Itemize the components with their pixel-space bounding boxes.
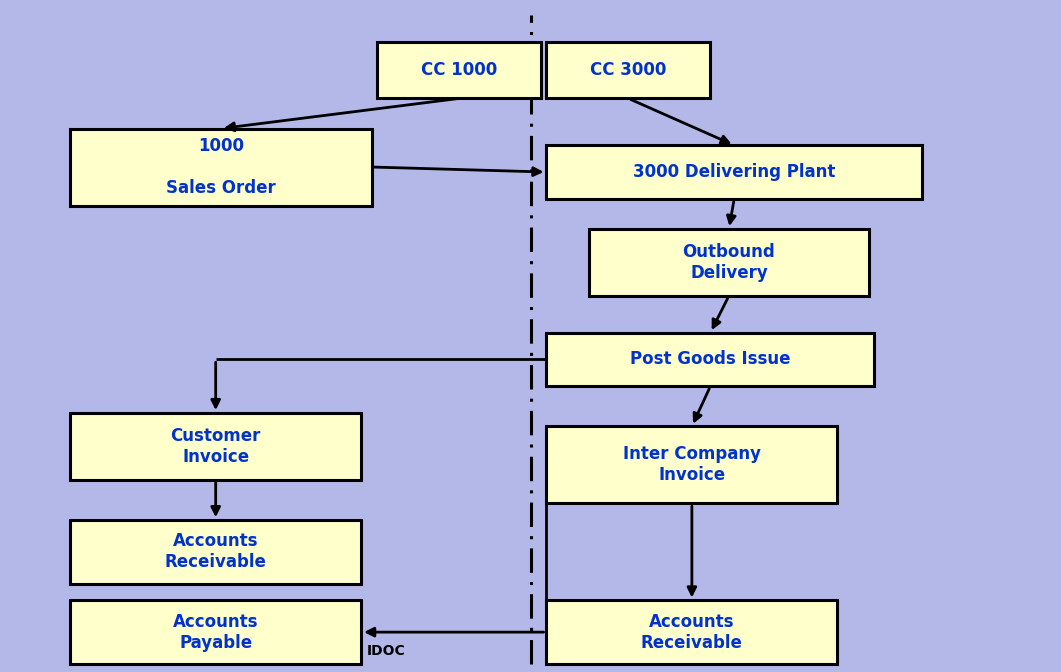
Text: CC 1000: CC 1000 <box>421 61 498 79</box>
FancyBboxPatch shape <box>546 333 874 386</box>
Text: 1000

Sales Order: 1000 Sales Order <box>167 137 276 197</box>
Text: IDOC: IDOC <box>366 644 405 658</box>
FancyBboxPatch shape <box>377 42 541 98</box>
FancyBboxPatch shape <box>546 426 837 503</box>
FancyBboxPatch shape <box>546 145 922 199</box>
Text: Inter Company
Invoice: Inter Company Invoice <box>623 446 761 485</box>
Text: Accounts
Receivable: Accounts Receivable <box>164 532 266 571</box>
FancyBboxPatch shape <box>70 520 361 583</box>
Text: Post Goods Issue: Post Goods Issue <box>630 350 790 368</box>
Text: Customer
Invoice: Customer Invoice <box>171 427 261 466</box>
FancyBboxPatch shape <box>589 229 869 296</box>
FancyBboxPatch shape <box>70 600 361 664</box>
FancyBboxPatch shape <box>546 42 711 98</box>
Text: CC 3000: CC 3000 <box>590 61 666 79</box>
Text: Outbound
Delivery: Outbound Delivery <box>682 243 776 282</box>
Text: Accounts
Receivable: Accounts Receivable <box>641 613 743 652</box>
FancyBboxPatch shape <box>70 128 371 206</box>
FancyBboxPatch shape <box>70 413 361 480</box>
Text: Accounts
Payable: Accounts Payable <box>173 613 259 652</box>
FancyBboxPatch shape <box>546 600 837 664</box>
Text: 3000 Delivering Plant: 3000 Delivering Plant <box>633 163 835 181</box>
